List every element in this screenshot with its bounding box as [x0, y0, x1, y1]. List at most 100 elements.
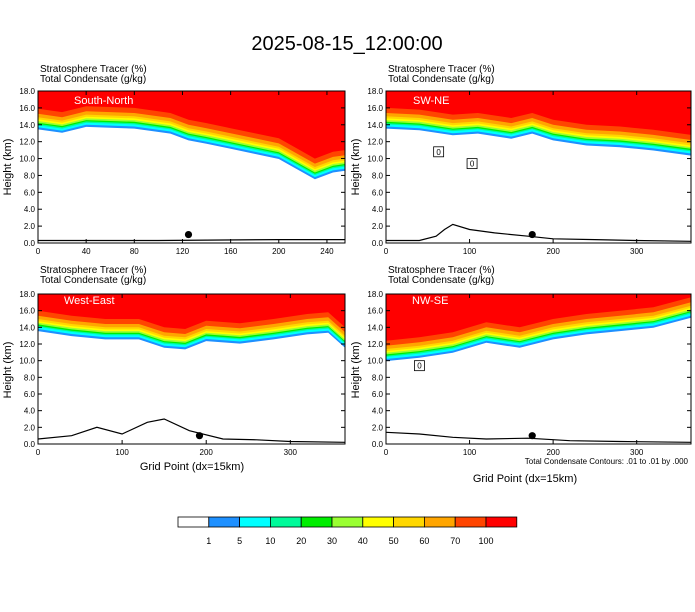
colorbar-label: 50	[389, 536, 399, 546]
footnote: Total Condensate Contours: .01 to .01 by…	[525, 457, 689, 466]
colorbar-swatch	[485, 516, 518, 528]
panel-plot: 0.0 2.0 4.0 6.0 8.0 10.0 12.0 14.0 16.0 18.0 0 40 80…	[19, 87, 346, 256]
panel-title: South-North	[74, 95, 133, 107]
contour-label-box	[433, 146, 445, 158]
panel-plot: 000.02.04.06.08.010.012.014.016.018.00 10…	[367, 87, 692, 256]
y-tick-label: 8.0	[24, 373, 36, 382]
x-tick-label: 160	[224, 247, 238, 256]
y-tick-label: 12.0	[367, 340, 383, 349]
colorbar-label: 30	[327, 536, 337, 546]
y-tick-label: 12.0	[19, 340, 35, 349]
y-tick-label: 10.0	[19, 357, 35, 366]
tracer-field	[38, 294, 345, 443]
contour-label: 0	[417, 362, 422, 371]
y-tick-label: 0.0	[24, 239, 36, 248]
x-tick-label: 100	[463, 448, 477, 457]
y-tick-label: 16.0	[19, 104, 35, 113]
y-tick-label: 2.0	[372, 222, 384, 231]
y-tick-label: 18.0	[367, 290, 383, 299]
panel-header-line1: Stratosphere Tracer (%)	[40, 64, 147, 75]
panel-header-line2: Total Condensate (g/kg)	[40, 275, 146, 286]
x-tick-label: 100	[115, 448, 129, 457]
y-tick-label: 6.0	[24, 188, 36, 197]
plot-frame	[385, 293, 692, 445]
panel-west-east: Stratosphere Tracer (%) Total Condensate…	[2, 265, 346, 473]
y-axis-label: Height (km)	[350, 342, 362, 399]
tracer-band	[38, 294, 345, 329]
colorbar-swatch	[208, 516, 241, 528]
y-tick-label: 14.0	[19, 121, 35, 130]
panel-header-line2: Total Condensate (g/kg)	[40, 74, 146, 85]
y-tick-label: 4.0	[24, 205, 36, 214]
panel-south-north: Stratosphere Tracer (%) Total Condensate…	[2, 64, 346, 256]
colorbar: 1 5 10 20 30 40 50 60 70 100	[177, 516, 518, 546]
plot-frame	[37, 90, 346, 244]
y-tick-label: 0.0	[24, 440, 36, 449]
colorbar-label: 40	[358, 536, 368, 546]
location-marker	[528, 230, 536, 239]
y-tick-label: 2.0	[24, 423, 36, 432]
colorbar-swatch	[177, 516, 210, 528]
colorbar-swatch	[423, 516, 456, 528]
colorbar-swatch	[239, 516, 271, 528]
x-tick-label: 200	[546, 247, 560, 256]
colorbar-label: 70	[450, 536, 460, 546]
tracer-band	[386, 91, 691, 135]
y-tick-label: 10.0	[367, 155, 383, 164]
x-tick-label: 80	[130, 247, 139, 256]
panel-title: West-East	[64, 295, 115, 307]
panel-plot: 00.02.04.06.08.010.012.014.016.018.00 100…	[367, 290, 692, 457]
y-tick-label: 14.0	[367, 121, 383, 130]
panel-sw-ne: Stratosphere Tracer (%) Total Condensate…	[350, 64, 692, 256]
location-marker	[195, 432, 204, 440]
terrain-line	[38, 239, 345, 242]
y-tick-label: 8.0	[24, 171, 36, 180]
colorbar-label: 20	[296, 536, 306, 546]
y-tick-label: 2.0	[24, 222, 36, 231]
panel-title: SW-NE	[413, 95, 449, 107]
x-tick-label: 200	[546, 448, 560, 457]
contour-label-box	[414, 360, 425, 372]
x-tick-label: 100	[463, 247, 477, 256]
x-tick-label: 300	[630, 247, 644, 256]
colorbar-swatch	[300, 516, 333, 528]
y-tick-label: 4.0	[372, 205, 384, 214]
y-tick-label: 4.0	[24, 407, 36, 416]
colorbar-label: 1	[206, 536, 211, 546]
terrain-line	[38, 418, 345, 443]
x-tick-label: 200	[272, 247, 286, 256]
y-axis-label: Height (km)	[2, 139, 14, 196]
tracer-field	[386, 294, 691, 443]
panel-header-line1: Stratosphere Tracer (%)	[388, 64, 495, 75]
colorbar-label: 5	[237, 536, 242, 546]
panel-header-line2: Total Condensate (g/kg)	[388, 74, 494, 85]
contour-label: 0	[470, 160, 475, 169]
colorbar-swatch	[393, 516, 425, 528]
location-marker	[528, 432, 536, 440]
x-tick-label: 300	[284, 448, 298, 457]
y-tick-label: 8.0	[372, 373, 384, 382]
figure-title: 2025-08-15_12:00:00	[251, 33, 442, 55]
plot-frame	[385, 90, 692, 244]
contour-label-box	[466, 158, 478, 170]
panel-plot: 0.0 2.0 4.0 6.0 8.0 10.0 12.0 14.0 16.0 18.0 0 100 2…	[19, 290, 346, 457]
panel-title: NW-SE	[412, 295, 448, 307]
tracer-field	[38, 91, 345, 242]
x-tick-label: 0	[36, 448, 41, 457]
x-tick-label: 0	[384, 448, 389, 457]
y-tick-label: 0.0	[372, 440, 384, 449]
x-axis-label: Grid Point (dx=15km)	[473, 473, 577, 485]
x-axis-label: Grid Point (dx=15km)	[140, 461, 244, 473]
y-tick-label: 6.0	[372, 188, 384, 197]
panel-header-line1: Stratosphere Tracer (%)	[388, 265, 495, 276]
colorbar-label: 60	[419, 536, 429, 546]
tracer-band	[386, 294, 691, 341]
y-tick-label: 6.0	[372, 390, 384, 399]
y-tick-label: 18.0	[19, 290, 35, 299]
y-tick-label: 12.0	[367, 138, 383, 147]
y-tick-label: 10.0	[367, 357, 383, 366]
panel-header-line1: Stratosphere Tracer (%)	[40, 265, 147, 276]
y-tick-label: 18.0	[367, 87, 383, 96]
tracer-field	[386, 91, 691, 242]
